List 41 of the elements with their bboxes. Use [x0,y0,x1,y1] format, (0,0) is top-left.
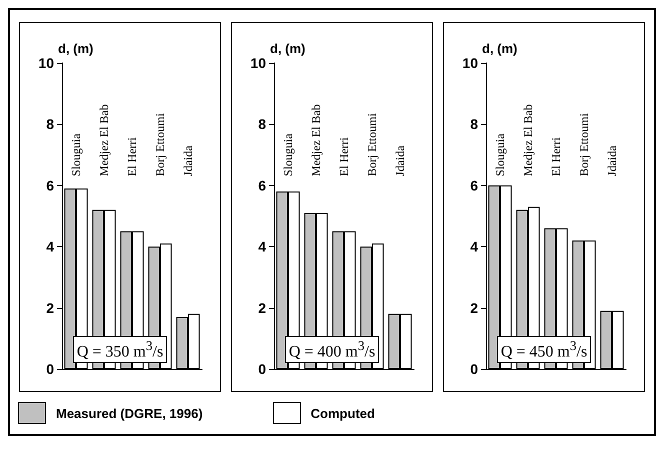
y-tick-label: 8 [46,116,54,132]
y-tick-label: 6 [258,177,266,194]
x-tick-label: El Herri [549,136,563,176]
y-tick-label: 2 [470,300,478,316]
y-tick-label: 2 [46,300,54,316]
y-tick-label: 0 [46,361,54,377]
x-tick-label: Slouguia [493,132,507,176]
x-tick-label: Medjez El Bab [97,104,111,176]
y-tick-label: 8 [470,116,478,132]
x-tick-label: El Herri [125,136,139,176]
y-tick-label: 6 [470,177,478,194]
y-axis-title: d, (m) [482,41,518,56]
annotation: Q = 350 m$^{3}$/s [72,336,168,363]
y-tick-label: 0 [258,361,266,377]
annotation: Q = 400 m$^{3}$/s [284,336,380,363]
y-tick-label: 10 [250,55,266,71]
x-tick-label: Jdaida [393,144,407,176]
y-axis-title: d, (m) [270,41,306,56]
y-tick-label: 2 [258,300,266,316]
y-tick-label: 4 [258,238,266,255]
x-tick-label: Borj Ettoumi [153,112,167,176]
x-tick-label: Medjez El Bab [521,104,535,176]
x-tick-label: Jdaida [605,144,619,176]
annotation: Q = 450 m$^{3}$/s [496,336,592,363]
y-tick-label: 10 [38,55,54,71]
legend-label: Computed [310,406,375,420]
x-tick-label: Medjez El Bab [309,104,323,176]
y-axis-title: d, (m) [58,41,94,56]
legend-label: Measured (DGRE, 1996) [56,406,203,420]
y-tick-label: 10 [462,55,478,71]
y-tick-label: 4 [46,238,54,255]
x-tick-label: Jdaida [181,144,195,176]
x-tick-label: Slouguia [69,132,83,176]
y-tick-label: 0 [470,361,478,377]
y-tick-label: 8 [258,116,266,132]
x-tick-label: El Herri [337,136,351,176]
x-tick-label: Borj Ettoumi [365,112,379,176]
x-tick-label: Borj Ettoumi [577,112,591,176]
y-tick-label: 4 [470,238,478,255]
y-tick-label: 6 [46,177,54,194]
x-tick-label: Slouguia [281,132,295,176]
